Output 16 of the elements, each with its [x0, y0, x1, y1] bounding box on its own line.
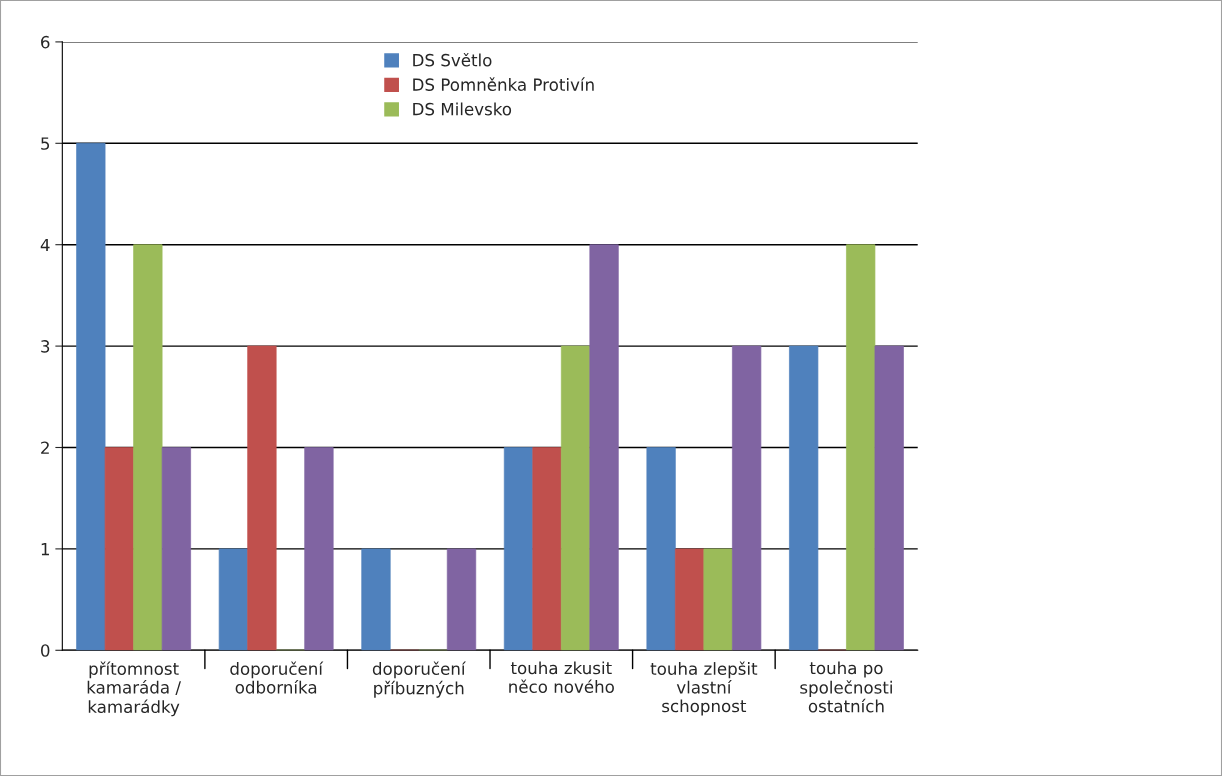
y-tick-label: 1	[41, 543, 49, 556]
x-tick-label: touha zkusit něco nového	[509, 661, 614, 693]
x-tick-label: přítomnost kamaráda / kamarádky	[87, 661, 181, 717]
x-tick-label: doporučení příbuzných	[372, 661, 466, 698]
legend-label: DS Pomněnka Protivín	[413, 77, 594, 91]
x-tick-label: touha po společnosti ostatních	[800, 661, 892, 713]
x-tick-label: touha zlepšit vlastní schopnost	[650, 661, 758, 716]
y-tick-label: 5	[41, 137, 50, 150]
y-tick-label: 2	[41, 441, 49, 454]
x-tick-label: doporučení odborníka	[230, 661, 324, 694]
y-tick-label: 6	[41, 35, 50, 49]
legend-label: DS Milevsko	[413, 102, 512, 116]
y-tick-label: 4	[40, 238, 50, 252]
y-tick-label: 3	[41, 340, 50, 353]
legend-label: DS Světlo	[413, 52, 492, 67]
y-tick-label: 0	[41, 644, 50, 657]
